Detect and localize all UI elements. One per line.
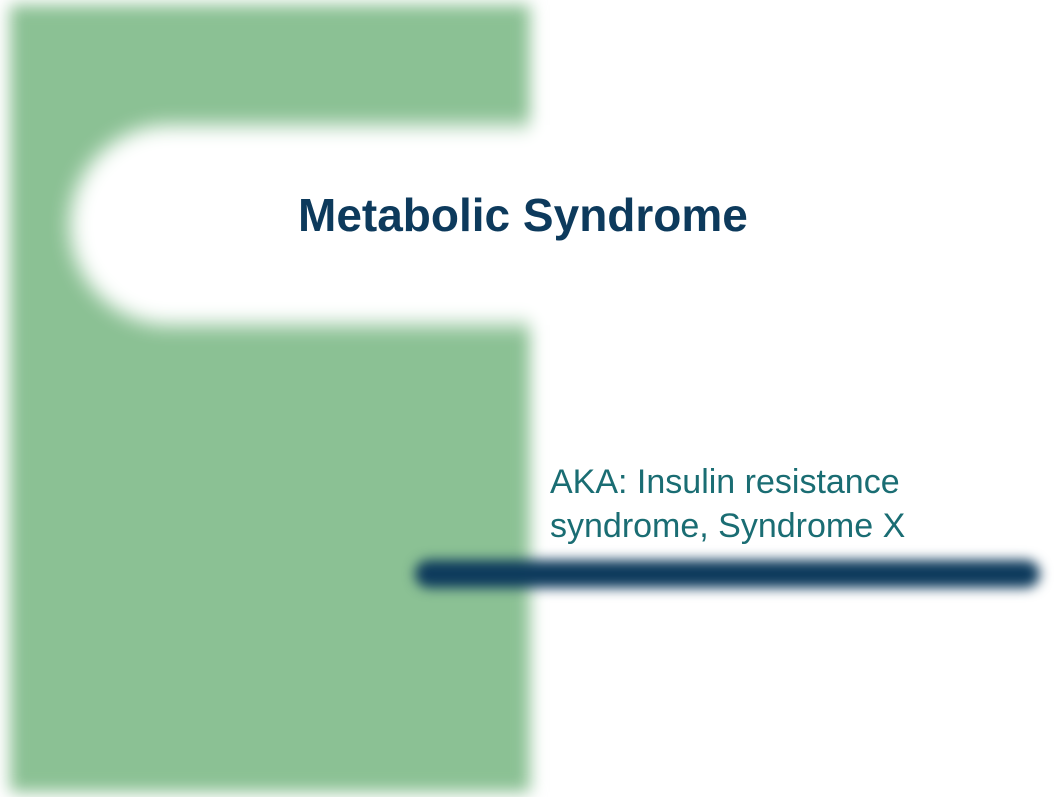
slide-title: Metabolic Syndrome (298, 188, 748, 242)
accent-bar (415, 560, 1040, 588)
background-accent-shape (10, 5, 530, 792)
slide-subtitle: AKA: Insulin resistance syndrome, Syndro… (550, 460, 1062, 548)
